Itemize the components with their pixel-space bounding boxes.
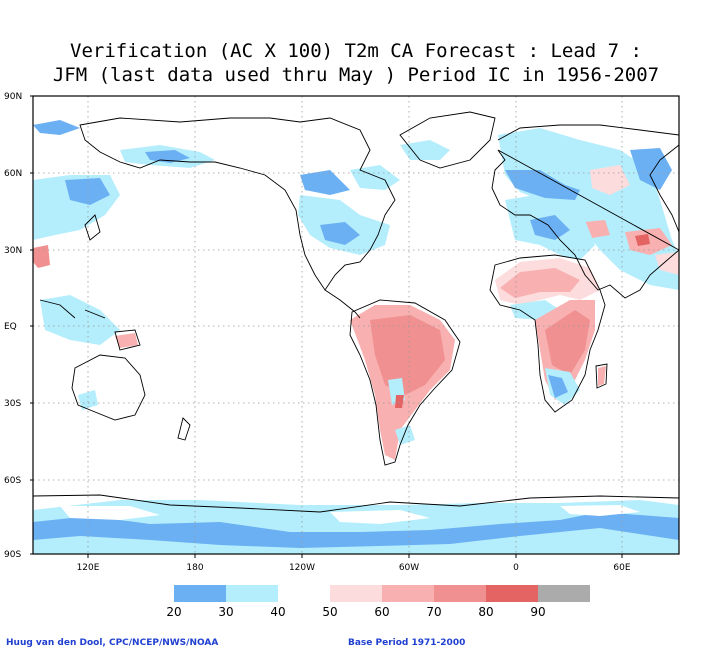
japan-coastline xyxy=(84,214,101,241)
north-america-skill-area xyxy=(320,222,360,245)
east-asia-skill xyxy=(65,178,110,205)
longitude-label: 120E xyxy=(77,563,100,573)
latitude-label: 30S xyxy=(4,399,21,409)
legend-tick-label: 20 xyxy=(166,605,181,619)
latitude-label: 90N xyxy=(4,92,22,102)
legend-tick-label: 80 xyxy=(478,605,493,619)
alaska-skill xyxy=(145,150,190,163)
africa-coastline xyxy=(489,254,606,413)
south-america-core xyxy=(370,315,445,395)
siberia-far-east-skill xyxy=(33,120,80,135)
author-credit: Huug van den Dool, CPC/NCEP/NWS/NOAA xyxy=(6,638,219,648)
longitude-label: 60E xyxy=(613,563,630,573)
antarctica-skill-area-1 xyxy=(33,512,679,548)
longitude-label: 60W xyxy=(399,563,419,573)
south-america-coastline xyxy=(349,299,461,466)
longitude-label: 180 xyxy=(186,563,203,573)
arctic-low-skill xyxy=(350,165,400,190)
anomaly-correlation-shading xyxy=(33,120,679,554)
legend-tick-label: 40 xyxy=(270,605,285,619)
latitude-labels: 90N 60N 30N EQ 30S 60S 90S xyxy=(4,92,33,560)
legend-tick-label: 50 xyxy=(322,605,337,619)
legend-swatch xyxy=(382,585,434,602)
legend-tick-label: 60 xyxy=(374,605,389,619)
color-legend: 20 30 40 50 60 70 80 90 xyxy=(166,585,590,619)
eurasia-skill-area-3 xyxy=(590,165,630,195)
coastlines xyxy=(33,111,679,513)
maritime-continent-low-skill xyxy=(40,295,120,345)
australia-low-skill xyxy=(78,390,98,410)
legend-tick-label: 30 xyxy=(218,605,233,619)
legend-tick-label: 90 xyxy=(530,605,545,619)
new-guinea-skill xyxy=(115,333,138,348)
antarctica-coastline xyxy=(33,494,679,513)
legend-swatch xyxy=(278,585,330,602)
legend-swatch xyxy=(174,585,226,602)
antarctica-skill-area-2 xyxy=(60,506,160,520)
map-title-line-1: Verification (AC X 100) T2m CA Forecast … xyxy=(70,40,642,62)
longitude-label: 0 xyxy=(513,563,519,573)
greenland-coastline xyxy=(399,111,496,169)
antarctica-skill-area-3 xyxy=(330,510,430,524)
legend-swatch xyxy=(486,585,538,602)
southern-africa-skill-area xyxy=(548,375,568,398)
australia-coastline xyxy=(71,354,146,421)
central-america-coastline xyxy=(324,289,361,319)
latitude-label: 60S xyxy=(4,476,21,486)
eurasia-skill-area-5 xyxy=(585,220,610,238)
eurasia-skill-area-7 xyxy=(635,234,650,246)
graticule xyxy=(33,96,679,554)
legend-swatch xyxy=(434,585,486,602)
south-america-skill-2 xyxy=(395,395,404,408)
north-america-coastline xyxy=(79,117,396,291)
latitude-label: EQ xyxy=(4,322,17,332)
south-asia-warm xyxy=(33,245,50,268)
base-period-credit: Base Period 1971-2000 xyxy=(348,638,466,648)
map-frame xyxy=(32,95,680,555)
legend-swatch xyxy=(330,585,382,602)
latitude-label: 30N xyxy=(4,246,22,256)
latitude-label: 60N xyxy=(4,169,22,179)
south-america-low-skill-2 xyxy=(395,425,415,445)
greenland-low-skill xyxy=(400,140,450,160)
eurasia-skill-area-6 xyxy=(655,252,679,275)
new-zealand-coastline xyxy=(177,417,191,441)
longitude-labels: 120E 180 120W 60W 0 60E xyxy=(77,554,631,573)
legend-swatch xyxy=(226,585,278,602)
antarctica-skill-area-4 xyxy=(560,505,640,516)
legend-tick-label: 70 xyxy=(426,605,441,619)
madagascar-skill-area xyxy=(598,366,606,386)
maritime-continent-coastline xyxy=(39,299,141,351)
latitude-label: 90S xyxy=(4,550,21,560)
longitude-label: 120W xyxy=(289,563,315,573)
madagascar-coastline xyxy=(595,363,608,389)
canada-skill-area xyxy=(300,170,350,195)
map-title-line-2: JFM (last data used thru May ) Period IC… xyxy=(52,64,660,86)
north-africa-core xyxy=(500,268,580,298)
eurasia-skill-area-1 xyxy=(505,170,580,200)
eurasia-coastline xyxy=(491,124,679,299)
legend-swatch xyxy=(538,585,590,602)
